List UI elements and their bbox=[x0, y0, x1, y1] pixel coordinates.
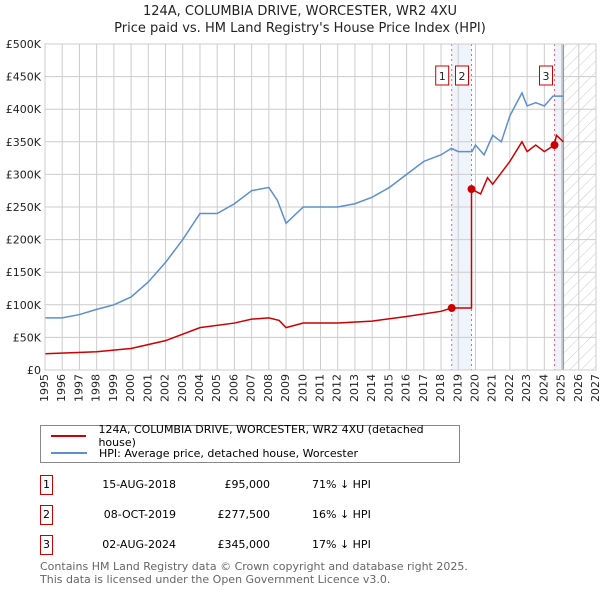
sale-label-box bbox=[539, 65, 554, 86]
footer-line: Contains HM Land Registry data © Crown c… bbox=[40, 560, 468, 573]
x-tick-label: 2003 bbox=[176, 374, 189, 402]
sale-label-box bbox=[455, 65, 470, 86]
sale-price: £277,500 bbox=[217, 508, 271, 521]
x-tick-label: 2002 bbox=[159, 374, 172, 402]
x-tick-label: 1995 bbox=[38, 374, 51, 402]
x-tick-label: 2017 bbox=[417, 374, 430, 402]
sale-date: 02-AUG-2024 bbox=[102, 538, 176, 551]
sale-row: 2 08-OCT-2019 £277,500 16% ↓ HPI bbox=[40, 505, 460, 525]
x-tick-label: 2016 bbox=[400, 374, 413, 402]
y-tick-label: £50K bbox=[13, 331, 42, 344]
sale-label: 2 bbox=[459, 70, 466, 83]
x-tick-label: 2012 bbox=[331, 374, 344, 402]
x-tick-label: 2019 bbox=[451, 374, 464, 402]
chart-title: 124A, COLUMBIA DRIVE, WORCESTER, WR2 4XU bbox=[142, 4, 458, 19]
x-tick-label: 1996 bbox=[55, 374, 68, 402]
x-tick-label: 2013 bbox=[348, 374, 361, 402]
x-tick-label: 2001 bbox=[141, 374, 154, 402]
plot-border bbox=[44, 43, 597, 371]
sale-price: £95,000 bbox=[224, 478, 271, 491]
x-tick-label: 1998 bbox=[90, 374, 103, 402]
sale-marker-label: 1 bbox=[40, 475, 53, 495]
x-tick-label: 2021 bbox=[486, 374, 499, 402]
legend-label: 124A, COLUMBIA DRIVE, WORCESTER, WR2 4XU… bbox=[98, 423, 424, 449]
y-tick-label: £250K bbox=[6, 201, 42, 214]
sale-marker-label: 2 bbox=[40, 505, 53, 525]
x-tick-label: 2005 bbox=[210, 374, 223, 402]
x-tick-label: 2014 bbox=[365, 374, 378, 402]
plot-area: 1995 1996 1997 1998 1999 2000 2001 2002 2003 2004… bbox=[6, 38, 600, 402]
sale-hpi: 17% ↓ HPI bbox=[312, 538, 371, 551]
x-tick-label: 1999 bbox=[107, 374, 120, 402]
footer-line: This data is licensed under the Open Gov… bbox=[40, 573, 391, 586]
x-tick-label: 2024 bbox=[537, 374, 550, 402]
y-tick-label: £350K bbox=[6, 136, 42, 149]
series-line bbox=[44, 133, 564, 355]
x-tick-label: 2015 bbox=[382, 374, 395, 402]
x-tick-label: 2007 bbox=[245, 374, 258, 402]
x-tick-label: 2025 bbox=[555, 374, 568, 402]
x-tick-label: 2023 bbox=[520, 374, 533, 402]
sale-point bbox=[550, 141, 559, 150]
chart-subtitle: Price paid vs. HM Land Registry's House … bbox=[114, 21, 486, 36]
x-tick-label: 2006 bbox=[227, 374, 240, 402]
x-tick-label: 2008 bbox=[262, 374, 275, 402]
legend-item-hpi: HPI: Average price, detached house, Worc… bbox=[51, 445, 358, 461]
x-tick-label: 2027 bbox=[589, 374, 600, 402]
x-tick-label: 2004 bbox=[193, 374, 206, 402]
sale-label: 1 bbox=[439, 70, 446, 83]
y-tick-label: £400K bbox=[6, 103, 42, 116]
sale-hpi: 71% ↓ HPI bbox=[312, 478, 371, 491]
legend: 124A, COLUMBIA DRIVE, WORCESTER, WR2 4XU… bbox=[40, 423, 460, 463]
sale-marker-label: 3 bbox=[40, 535, 53, 555]
y-tick-label: £500K bbox=[6, 38, 42, 51]
y-tick-label: £150K bbox=[6, 266, 42, 279]
sale-label: 3 bbox=[543, 70, 550, 83]
x-tick-label: 2020 bbox=[468, 374, 481, 402]
sale-hpi: 16% ↓ HPI bbox=[312, 508, 371, 521]
y-tick-label: £0 bbox=[27, 364, 41, 377]
x-tick-label: 2018 bbox=[434, 374, 447, 402]
sale-date: 15-AUG-2018 bbox=[102, 478, 176, 491]
sale-point bbox=[447, 304, 456, 313]
x-tick-label: 2000 bbox=[124, 374, 137, 402]
series-line bbox=[45, 91, 564, 319]
y-tick-label: £300K bbox=[6, 168, 42, 181]
footer: Contains HM Land Registry data © Crown c… bbox=[40, 560, 468, 586]
legend-item-property: 124A, COLUMBIA DRIVE, WORCESTER, WR2 4XU… bbox=[51, 423, 459, 449]
y-tick-label: £200K bbox=[6, 234, 42, 247]
x-tick-label: 2026 bbox=[572, 374, 585, 402]
x-tick-label: 2022 bbox=[503, 374, 516, 402]
x-tick-label: 2011 bbox=[314, 374, 327, 402]
legend-label: HPI: Average price, detached house, Worc… bbox=[99, 446, 359, 460]
sale-date: 08-OCT-2019 bbox=[103, 508, 176, 521]
x-tick-label: 2009 bbox=[279, 374, 292, 402]
sale-row: 3 02-AUG-2024 £345,000 17% ↓ HPI bbox=[40, 535, 460, 555]
sale-price: £345,000 bbox=[217, 538, 271, 551]
y-tick-label: £450K bbox=[6, 71, 42, 84]
y-tick-label: £100K bbox=[6, 299, 42, 312]
sale-row: 1 15-AUG-2018 £95,000 71% ↓ HPI bbox=[40, 475, 460, 495]
sale-point bbox=[467, 185, 476, 194]
x-tick-label: 2010 bbox=[296, 374, 309, 402]
x-tick-label: 1997 bbox=[72, 374, 85, 402]
sale-label-box bbox=[435, 65, 450, 86]
